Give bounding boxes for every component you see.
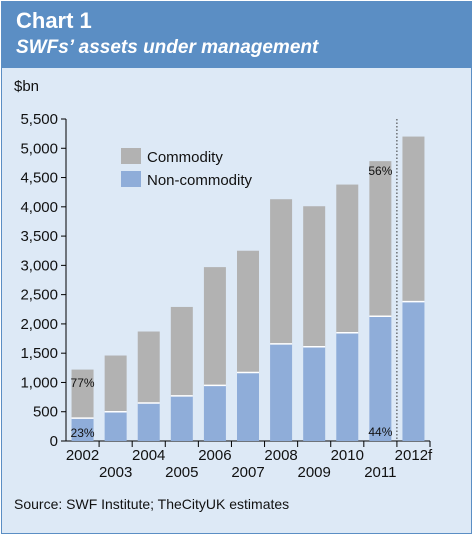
bar-non-commodity: [237, 372, 259, 441]
y-tick-label: 500: [33, 404, 58, 421]
bar-non-commodity: [203, 385, 226, 441]
y-tick-label: 3,000: [20, 257, 58, 274]
y-tick-label: 5,000: [20, 140, 58, 157]
bar-commodity: [303, 206, 326, 347]
bar-commodity: [203, 267, 226, 386]
x-tick-label: 2010: [331, 447, 364, 464]
legend-swatch: [121, 171, 141, 187]
x-tick-label: 2005: [165, 464, 198, 481]
bar-non-commodity: [104, 411, 127, 441]
legend-label: Non-commodity: [147, 172, 253, 189]
x-tick-label: 2008: [264, 447, 297, 464]
percentage-annotation: 56%: [368, 164, 392, 178]
bar-non-commodity: [270, 343, 293, 441]
chart-header: Chart 1 SWFs’ assets under management: [2, 2, 471, 68]
x-tick-label: 2007: [231, 464, 264, 481]
bar-non-commodity: [137, 402, 160, 441]
legend: Commodity Non-commodity: [121, 148, 253, 189]
bar-commodity: [104, 355, 127, 412]
y-tick-label: 2,000: [20, 316, 58, 333]
y-tick-label: 4,500: [20, 170, 58, 187]
plot-area: 0 500 1,000 1,500 2,000 2,500 3,000 3,500 4,000 4…: [20, 111, 433, 481]
source-note: Source: SWF Institute; TheCityUK estimat…: [14, 496, 290, 512]
legend-swatch: [121, 148, 141, 164]
x-tick-label: 2002: [66, 447, 99, 464]
bar-non-commodity: [170, 395, 193, 441]
y-tick-label: 1,000: [20, 374, 58, 391]
bar-commodity: [270, 199, 293, 344]
bar-commodity: [137, 331, 160, 403]
y-tick-label: 2,500: [20, 287, 58, 304]
bar-commodity: [170, 306, 193, 396]
percentage-annotation: 77%: [71, 376, 95, 390]
y-tick-label: 3,500: [20, 228, 58, 245]
y-tick-label: 4,000: [20, 199, 58, 216]
bar-commodity: [369, 161, 392, 317]
y-tick-label: 0: [50, 433, 58, 450]
chart-number: Chart 1: [16, 8, 92, 33]
bar-commodity: [402, 136, 425, 302]
bar-non-commodity: [402, 301, 425, 441]
bar-commodity: [71, 369, 94, 419]
x-tick-label: 2003: [99, 464, 132, 481]
chart-title: SWFs’ assets under management: [16, 37, 319, 58]
legend-label: Commodity: [147, 149, 223, 166]
bar-non-commodity: [369, 316, 392, 441]
bar-non-commodity: [303, 346, 326, 441]
x-tick-label: 2006: [198, 447, 231, 464]
bar-commodity: [237, 250, 259, 373]
x-tick-label: 2011: [364, 464, 396, 481]
percentage-annotation: 44%: [368, 425, 392, 439]
y-tick-label: 1,500: [20, 345, 58, 362]
unit-label: $bn: [14, 78, 40, 95]
bar-non-commodity: [71, 418, 94, 441]
bar-commodity: [336, 184, 359, 333]
x-tick-label: 2009: [297, 464, 330, 481]
y-tick-label: 5,500: [20, 111, 58, 128]
x-tick-label: 2012f: [395, 447, 433, 464]
x-tick-label: 2004: [132, 447, 165, 464]
bar-non-commodity: [336, 332, 359, 441]
percentage-annotation: 23%: [71, 426, 95, 440]
